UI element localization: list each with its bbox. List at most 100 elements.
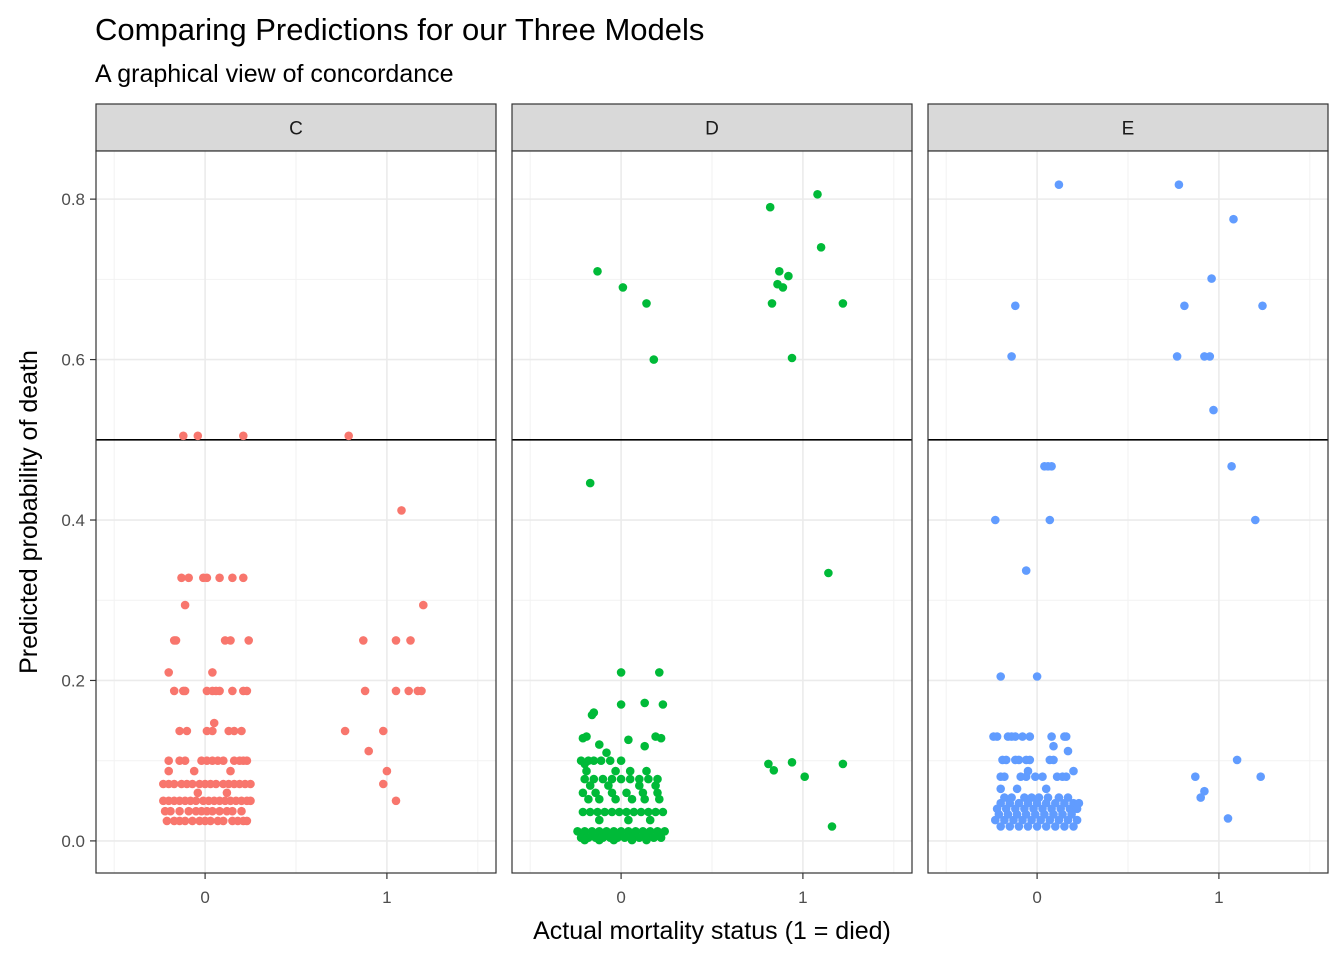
data-point	[587, 827, 597, 836]
data-point	[1069, 822, 1078, 831]
data-point	[764, 759, 773, 769]
data-point	[1032, 822, 1042, 831]
data-point	[624, 815, 633, 825]
data-point	[184, 806, 193, 816]
data-point	[655, 668, 664, 677]
data-point	[359, 636, 368, 645]
data-point	[649, 833, 659, 842]
data-point	[602, 827, 611, 836]
data-point	[616, 827, 626, 836]
facet-label: C	[289, 119, 303, 140]
y-tick-label: 0.8	[61, 190, 85, 209]
data-point	[593, 267, 602, 276]
data-point	[595, 794, 604, 804]
data-point	[1045, 815, 1055, 825]
data-point	[651, 781, 660, 790]
data-point	[996, 784, 1005, 794]
x-tick-label: 0	[616, 888, 625, 907]
data-point	[1001, 755, 1011, 765]
data-point	[164, 766, 173, 776]
data-point	[215, 686, 224, 696]
data-point	[1049, 755, 1058, 765]
data-point	[585, 807, 595, 817]
data-point	[645, 815, 655, 825]
data-point	[616, 756, 626, 765]
data-point	[607, 807, 617, 817]
data-point	[397, 506, 406, 515]
data-point	[1049, 741, 1058, 751]
y-tick-label: 0.2	[61, 671, 85, 690]
data-point	[816, 243, 826, 252]
data-point	[228, 806, 237, 816]
data-point	[609, 835, 619, 845]
data-point	[649, 355, 659, 364]
data-point	[202, 573, 212, 583]
data-point	[177, 573, 186, 583]
data-point	[1021, 566, 1031, 575]
data-point	[379, 726, 388, 736]
data-point	[180, 756, 190, 765]
data-point	[615, 807, 624, 817]
facet-label: E	[1122, 119, 1135, 140]
data-point	[627, 835, 637, 845]
data-point	[640, 741, 649, 751]
data-point	[1051, 822, 1060, 831]
data-point	[616, 700, 626, 709]
data-point	[784, 271, 793, 281]
data-point	[169, 779, 179, 789]
data-point	[605, 756, 615, 765]
data-point	[179, 431, 188, 441]
data-point	[340, 726, 350, 736]
chart-subtitle: A graphical view of concordance	[95, 60, 454, 88]
data-point	[591, 788, 600, 798]
data-point	[624, 827, 633, 836]
data-point	[616, 668, 626, 677]
data-point	[580, 759, 589, 769]
data-point	[164, 756, 173, 765]
data-point	[1045, 515, 1055, 525]
data-point	[1054, 180, 1064, 189]
data-point	[656, 833, 666, 842]
data-point	[635, 781, 644, 790]
data-point	[767, 299, 777, 308]
data-point	[1061, 732, 1071, 741]
chart-title: Comparing Predictions for our Three Mode…	[95, 12, 705, 47]
facet-panel-e: E 0 1	[927, 103, 1329, 907]
y-tick-label: 0.6	[61, 351, 85, 370]
data-point	[1047, 462, 1056, 471]
data-point	[604, 781, 613, 790]
x-tick-label: 0	[1032, 888, 1041, 907]
data-point	[1014, 755, 1024, 765]
data-point	[607, 788, 617, 798]
data-point	[589, 756, 599, 765]
data-point	[578, 807, 588, 817]
data-point	[1256, 772, 1265, 781]
data-point	[1011, 301, 1020, 311]
data-point	[838, 299, 848, 308]
data-point	[573, 827, 582, 836]
data-point	[644, 807, 653, 817]
data-point	[180, 816, 190, 826]
x-tick-label: 1	[382, 888, 391, 907]
data-point	[209, 718, 219, 728]
data-point	[1172, 352, 1182, 361]
data-point	[226, 636, 235, 645]
x-axis-title: Actual mortality status (1 = died)	[533, 917, 891, 945]
data-point	[237, 806, 246, 816]
data-point	[193, 788, 203, 798]
data-point	[778, 283, 788, 292]
data-point	[1072, 804, 1082, 814]
data-point	[991, 815, 1000, 825]
data-point	[585, 478, 595, 488]
data-point	[222, 788, 232, 798]
data-point	[1223, 814, 1233, 823]
panel-border	[511, 150, 913, 874]
data-point	[827, 822, 837, 831]
data-point	[344, 431, 354, 441]
data-point	[419, 600, 428, 610]
data-point	[242, 756, 252, 765]
data-point	[1041, 784, 1051, 794]
data-point	[228, 686, 237, 696]
data-point	[180, 600, 190, 610]
data-point	[813, 190, 822, 199]
